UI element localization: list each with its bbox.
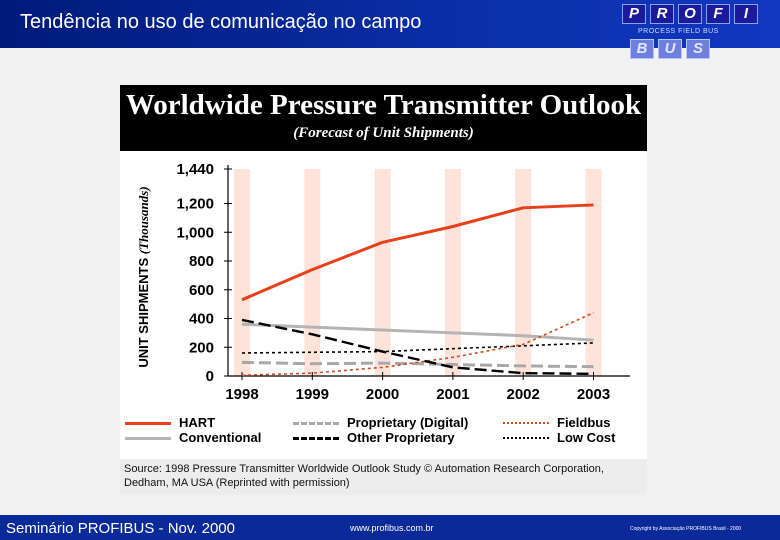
logo-letter: F — [706, 4, 730, 24]
y-tick-label: 1,440 — [176, 161, 214, 178]
footer-copyright: Copyright by Associação PROFIBUS Brasil … — [630, 526, 742, 532]
series-line-fieldbus — [241, 312, 594, 377]
legend-label: Conventional — [179, 430, 262, 445]
logo-subtitle: PROCESS FIELD BUS — [638, 28, 719, 35]
slide-title: Tendência no uso de comunicação no campo — [20, 11, 422, 33]
y-tick-label: 400 — [189, 311, 214, 328]
logo-letter: U — [658, 39, 682, 59]
y-tick-label: 200 — [189, 339, 214, 356]
legend-label: HART — [179, 415, 216, 430]
legend-swatch — [125, 422, 171, 425]
chart-title: Worldwide Pressure Transmitter Outlook — [125, 89, 642, 121]
y-axis-unit: (Thousands) — [136, 185, 151, 254]
x-tick-label: 2000 — [366, 386, 399, 403]
logo-bottom-row: B U S — [630, 39, 710, 59]
logo-letter: S — [686, 39, 710, 59]
series-line-proprietary-digital — [241, 360, 594, 369]
logo-letter: O — [678, 4, 702, 24]
x-tick-label: 2001 — [436, 386, 469, 403]
year-band — [585, 169, 602, 376]
legend-label: Fieldbus — [557, 415, 611, 430]
footer-bar: Seminário PROFIBUS - Nov. 2000 www.profi… — [0, 515, 780, 540]
chart-legend: HART Proprietary (Digital) Fieldbus Convent… — [125, 412, 637, 448]
x-tick-label: 1998 — [225, 386, 258, 403]
logo-letter: B — [630, 39, 654, 59]
year-band — [374, 169, 391, 376]
footer-url: www.profibus.com.br — [350, 523, 434, 533]
logo-letter: R — [650, 4, 674, 24]
legend-swatch — [503, 422, 549, 424]
y-axis-label: UNIT SHIPMENTS (Thousands) — [132, 169, 156, 384]
series-line-low-cost — [241, 342, 594, 354]
y-tick-label: 800 — [189, 253, 214, 270]
y-axis-label-text: UNIT SHIPMENTS — [136, 257, 151, 368]
profibus-logo: P R O F I PROCESS FIELD BUS B U S — [616, 2, 766, 60]
legend-label: Other Proprietary — [347, 430, 455, 445]
source-note: Source: 1998 Pressure Transmitter Worldw… — [120, 459, 647, 495]
series-line-other-proprietary — [241, 318, 594, 376]
legend-label: Low Cost — [557, 430, 616, 445]
legend-label: Proprietary (Digital) — [347, 415, 469, 430]
y-tick-label: 1,000 — [176, 224, 214, 241]
y-tick-label: 0 — [206, 368, 214, 385]
footer-seminar: Seminário PROFIBUS - Nov. 2000 — [6, 520, 235, 537]
logo-letter: P — [622, 4, 646, 24]
year-band — [444, 169, 461, 376]
logo-top-row: P R O F I — [622, 4, 758, 24]
legend-swatch — [125, 437, 171, 440]
header-bar: Tendência no uso de comunicação no campo… — [0, 0, 780, 59]
chart-subtitle: (Forecast of Unit Shipments) — [293, 125, 474, 141]
x-tick-label: 2003 — [577, 386, 610, 403]
legend-swatch — [503, 437, 549, 439]
legend-swatch — [293, 437, 339, 440]
year-band — [234, 169, 250, 376]
x-tick-label: 1999 — [296, 386, 329, 403]
year-band — [304, 169, 321, 376]
x-tick-label: 2002 — [507, 386, 540, 403]
chart-panel: Worldwide Pressure Transmitter Outlook (… — [120, 85, 647, 495]
series-line-hart — [241, 203, 594, 302]
logo-letter: I — [734, 4, 758, 24]
y-tick-label: 1,200 — [176, 196, 214, 213]
y-tick-label: 600 — [189, 282, 214, 299]
source-text: Source: 1998 Pressure Transmitter Worldw… — [124, 463, 604, 489]
chart-header: Worldwide Pressure Transmitter Outlook (… — [120, 85, 647, 151]
legend-swatch — [293, 422, 339, 425]
year-band — [515, 169, 532, 376]
series-line-conventional — [241, 322, 594, 342]
